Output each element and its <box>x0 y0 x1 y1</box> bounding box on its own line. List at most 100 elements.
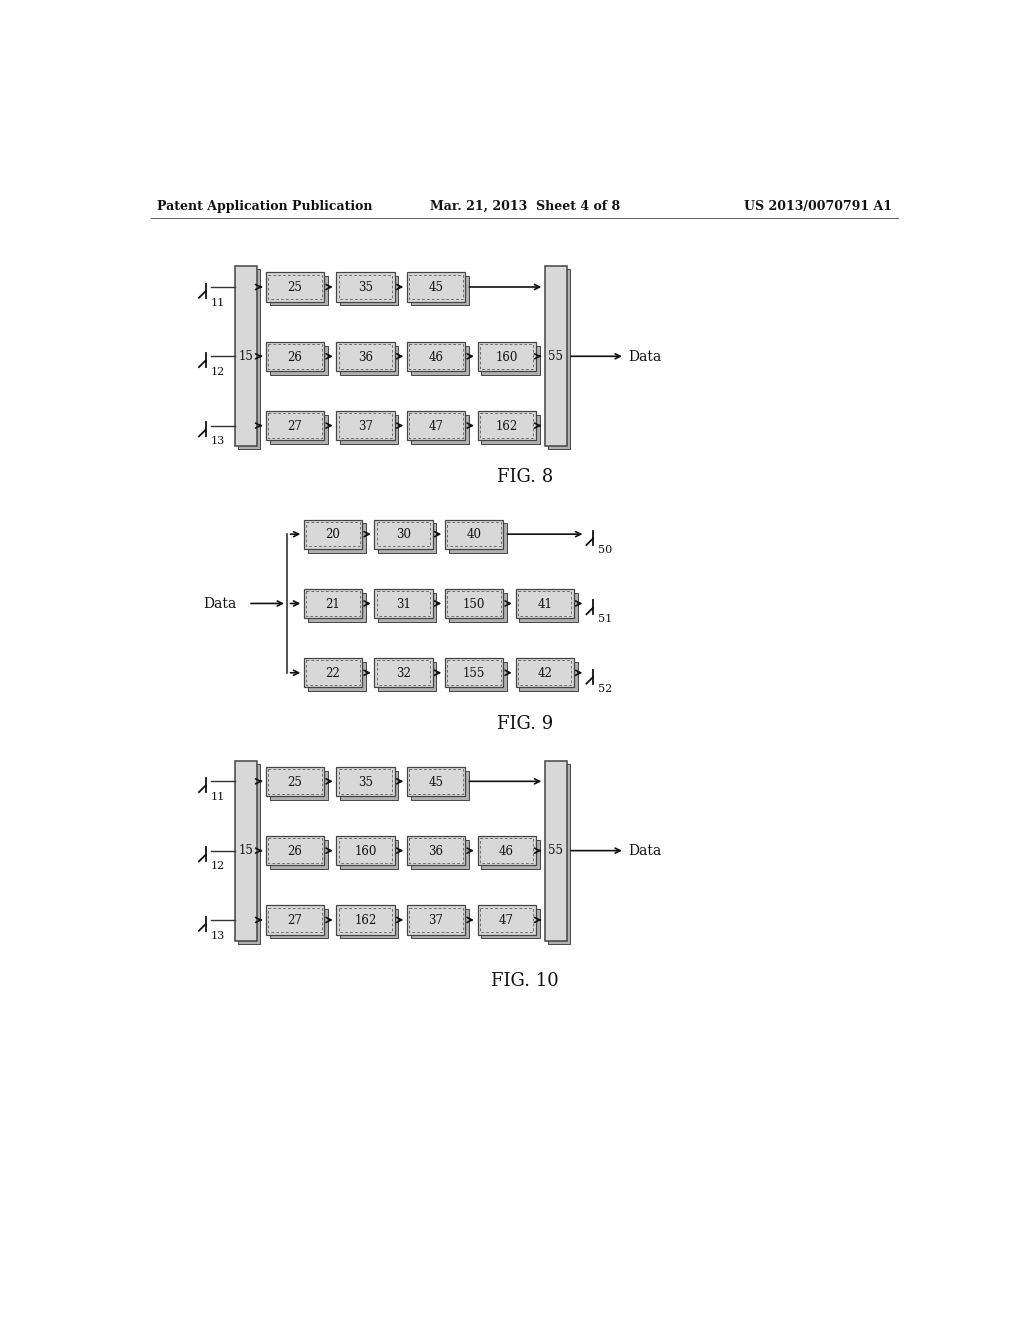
Bar <box>410 275 463 300</box>
Text: US 2013/0070791 A1: US 2013/0070791 A1 <box>744 199 892 213</box>
Bar <box>447 521 501 546</box>
Bar <box>306 660 359 685</box>
Text: 40: 40 <box>467 528 481 541</box>
Bar <box>270 346 328 375</box>
Bar <box>266 342 324 371</box>
Text: 160: 160 <box>496 351 518 363</box>
Text: 150: 150 <box>463 598 485 611</box>
Bar <box>270 276 328 305</box>
Text: 46: 46 <box>429 351 443 363</box>
Text: 47: 47 <box>499 915 514 927</box>
Text: 35: 35 <box>358 281 373 294</box>
Text: Data: Data <box>629 845 662 858</box>
Text: Data: Data <box>203 597 237 611</box>
Bar <box>410 838 463 863</box>
Bar <box>481 346 540 375</box>
Bar <box>268 345 322 368</box>
Bar <box>234 760 257 941</box>
Text: Data: Data <box>629 350 662 364</box>
Bar <box>270 771 328 800</box>
Bar <box>268 275 322 300</box>
Bar <box>377 521 430 546</box>
Text: 11: 11 <box>211 792 225 803</box>
Text: 26: 26 <box>288 351 302 363</box>
Bar <box>375 520 432 549</box>
Bar <box>449 524 507 553</box>
Bar <box>340 909 398 939</box>
Bar <box>266 411 324 441</box>
Text: 30: 30 <box>396 528 411 541</box>
Bar <box>266 272 324 302</box>
Bar <box>337 411 394 441</box>
Bar <box>545 267 566 446</box>
Bar <box>480 838 534 863</box>
Bar <box>337 906 394 935</box>
Bar <box>411 414 469 444</box>
Text: FIG. 10: FIG. 10 <box>490 972 559 990</box>
Bar <box>411 346 469 375</box>
Bar <box>375 589 432 618</box>
Bar <box>266 906 324 935</box>
Text: 13: 13 <box>211 931 225 941</box>
Bar <box>411 909 469 939</box>
Bar <box>515 589 573 618</box>
Bar <box>518 660 571 685</box>
Bar <box>238 763 260 944</box>
Bar <box>337 272 394 302</box>
Bar <box>411 276 469 305</box>
Bar <box>480 345 534 368</box>
Bar <box>304 520 362 549</box>
Text: 25: 25 <box>288 776 302 788</box>
Text: 50: 50 <box>598 545 612 554</box>
Bar <box>340 414 398 444</box>
Text: Mar. 21, 2013  Sheet 4 of 8: Mar. 21, 2013 Sheet 4 of 8 <box>430 199 620 213</box>
Bar <box>410 413 463 438</box>
Bar <box>480 413 534 438</box>
Bar <box>378 524 436 553</box>
Bar <box>445 589 503 618</box>
Bar <box>407 836 465 866</box>
Bar <box>308 593 366 622</box>
Text: 27: 27 <box>288 420 302 433</box>
Bar <box>445 659 503 688</box>
Bar <box>340 840 398 869</box>
Text: 12: 12 <box>211 862 225 871</box>
Text: 20: 20 <box>326 528 340 541</box>
Bar <box>339 908 392 932</box>
Bar <box>481 840 540 869</box>
Bar <box>340 346 398 375</box>
Bar <box>377 660 430 685</box>
Bar <box>407 767 465 796</box>
Text: 36: 36 <box>358 351 373 363</box>
Bar <box>340 771 398 800</box>
Bar <box>268 413 322 438</box>
Text: FIG. 9: FIG. 9 <box>497 715 553 734</box>
Bar <box>449 663 507 692</box>
Text: 12: 12 <box>211 367 225 378</box>
Bar <box>339 838 392 863</box>
Bar <box>410 345 463 368</box>
Bar <box>548 763 569 944</box>
Bar <box>304 659 362 688</box>
Bar <box>545 760 566 941</box>
Bar <box>268 838 322 863</box>
Bar <box>306 591 359 615</box>
Bar <box>515 659 573 688</box>
Text: 52: 52 <box>598 684 612 693</box>
Text: 13: 13 <box>211 437 225 446</box>
Bar <box>337 767 394 796</box>
Bar <box>306 521 359 546</box>
Bar <box>411 840 469 869</box>
Text: 45: 45 <box>429 281 443 294</box>
Bar <box>337 836 394 866</box>
Text: 55: 55 <box>548 350 563 363</box>
Bar <box>340 276 398 305</box>
Bar <box>445 520 503 549</box>
Text: 11: 11 <box>211 298 225 308</box>
Text: 21: 21 <box>326 598 340 611</box>
Text: 27: 27 <box>288 915 302 927</box>
Bar <box>548 269 569 449</box>
Text: FIG. 8: FIG. 8 <box>497 469 553 486</box>
Text: 37: 37 <box>429 915 443 927</box>
Bar <box>477 906 536 935</box>
